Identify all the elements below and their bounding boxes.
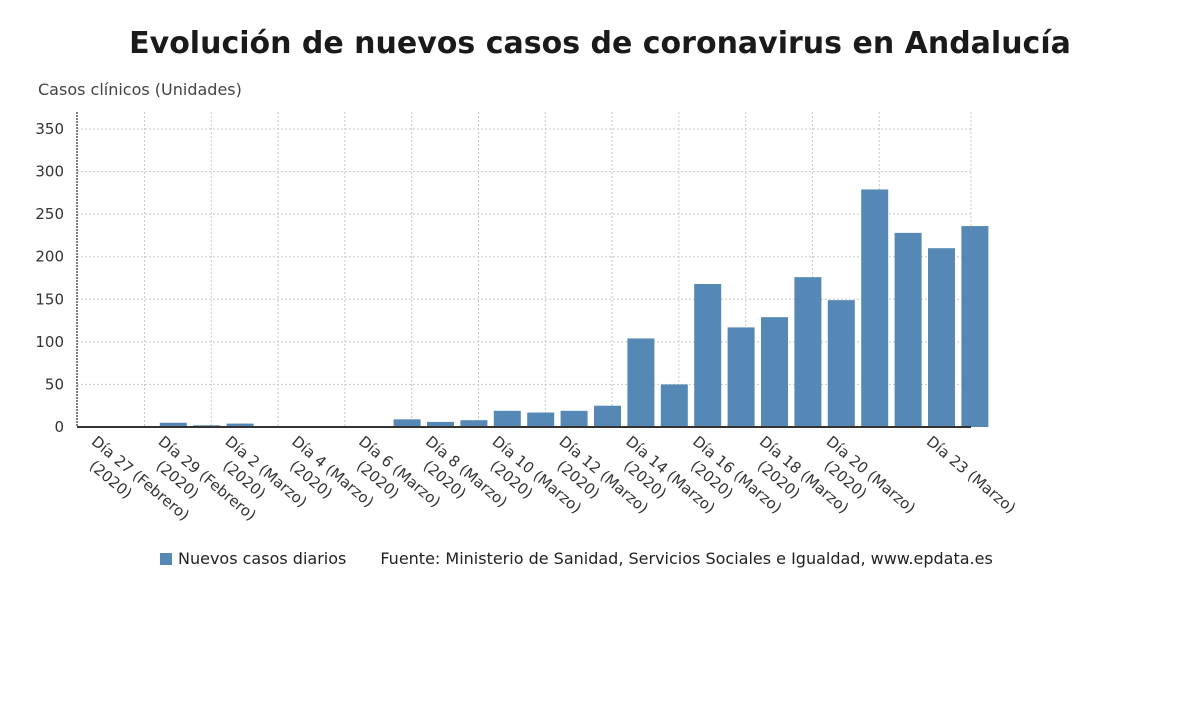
bar bbox=[460, 420, 488, 427]
bar bbox=[928, 248, 955, 427]
legend: Nuevos casos diarios Fuente: Ministerio … bbox=[160, 549, 993, 568]
axes bbox=[76, 112, 971, 428]
x-tick-label-line: Día 23 (Marzo) bbox=[923, 432, 1019, 517]
y-tick-label: 250 bbox=[35, 205, 64, 223]
bar bbox=[861, 189, 889, 427]
bar bbox=[660, 384, 688, 427]
bar bbox=[761, 317, 788, 427]
bar bbox=[527, 412, 555, 427]
y-axis-label: Casos clínicos (Unidades) bbox=[38, 80, 242, 99]
y-tick-label: 50 bbox=[45, 375, 64, 393]
y-tick-label: 300 bbox=[35, 163, 64, 181]
bar bbox=[393, 419, 421, 427]
y-tick-label: 200 bbox=[35, 248, 64, 266]
chart-title: Evolución de nuevos casos de coronavirus… bbox=[129, 26, 1071, 61]
bar bbox=[226, 423, 254, 427]
bar bbox=[894, 232, 922, 427]
grid-lines bbox=[77, 112, 972, 427]
bar bbox=[427, 421, 454, 427]
bars bbox=[93, 189, 989, 427]
bar bbox=[694, 283, 722, 427]
y-tick-labels: 0 50 100 150 200 250 300 350 bbox=[35, 120, 64, 436]
bar bbox=[560, 410, 588, 427]
bar bbox=[159, 422, 187, 427]
bar bbox=[627, 338, 655, 427]
y-tick-label: 100 bbox=[35, 333, 64, 351]
bar bbox=[794, 277, 822, 427]
bar bbox=[493, 410, 521, 427]
x-tick-label: Día 23 (Marzo) bbox=[923, 432, 1019, 517]
bar bbox=[594, 405, 621, 427]
y-tick-label: 350 bbox=[35, 120, 64, 138]
x-tick-labels: Día 27 (Febrero)(2020) Día 29 (Febrero)(2… bbox=[86, 432, 1019, 524]
bar bbox=[727, 327, 755, 427]
source-text: Fuente: Ministerio de Sanidad, Servicios… bbox=[380, 549, 993, 568]
y-tick-label: 0 bbox=[54, 418, 64, 436]
legend-label: Nuevos casos diarios bbox=[178, 549, 347, 568]
bar bbox=[827, 300, 855, 427]
y-tick-label: 150 bbox=[35, 290, 64, 308]
legend-swatch bbox=[160, 552, 172, 565]
bar bbox=[961, 226, 989, 427]
